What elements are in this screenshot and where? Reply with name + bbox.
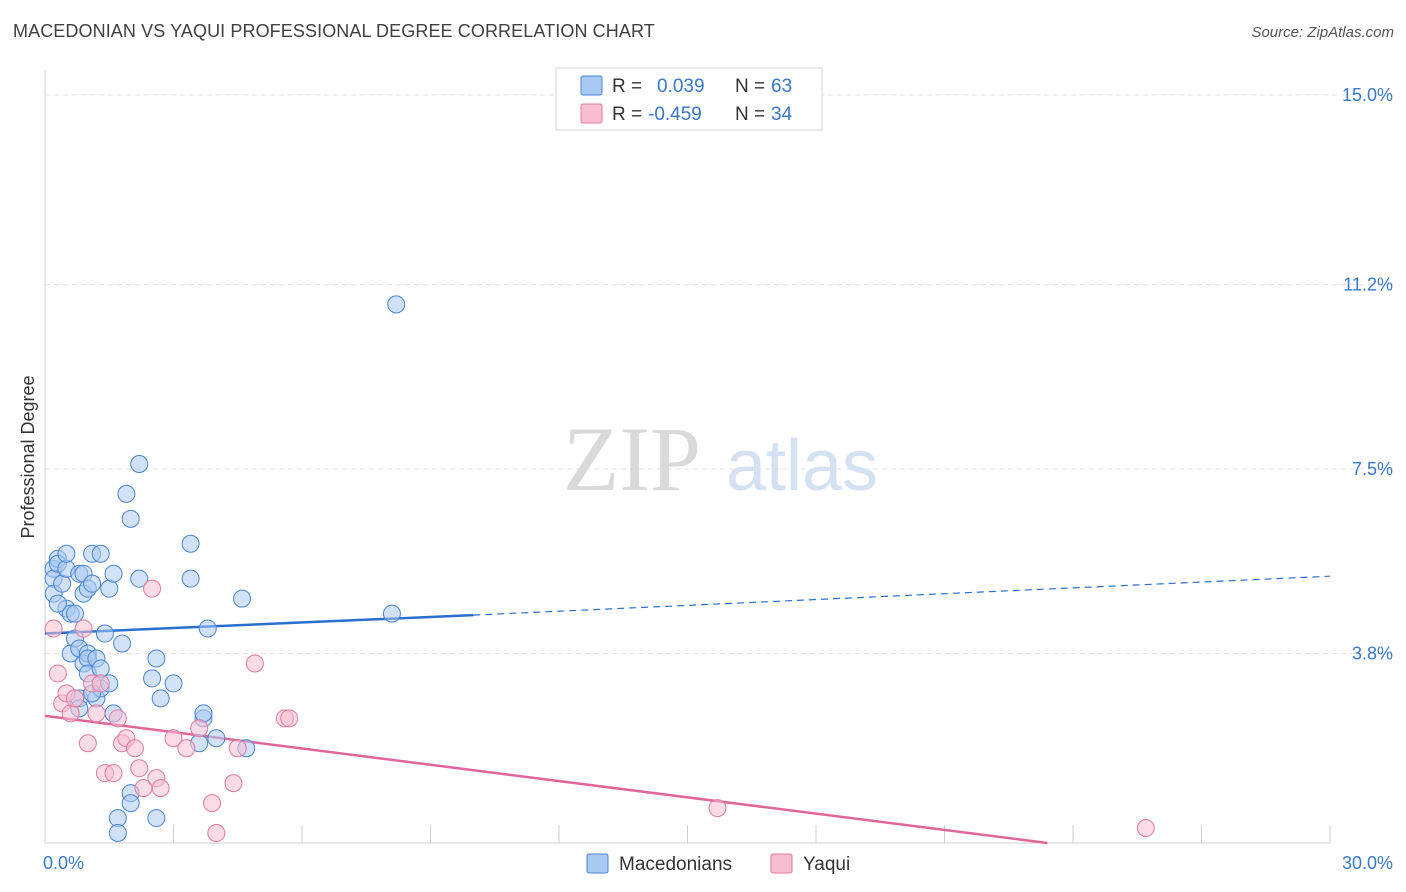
point-macedonians-57 [233, 589, 252, 608]
watermark-atlas: atlas [726, 426, 878, 506]
point-yaqui-31 [708, 799, 727, 818]
point-yaqui-30 [280, 709, 299, 728]
point-yaqui-25 [207, 824, 226, 843]
bottom-legend-macedonians: Macedonians [619, 854, 732, 875]
watermark-zip: ZIP [563, 408, 701, 510]
point-macedonians-44 [130, 454, 149, 473]
y-tick-label-0: 3.8% [1352, 643, 1393, 663]
y-tick-label-1: 7.5% [1352, 459, 1393, 479]
x-tick-label-1: 30.0% [1342, 853, 1393, 873]
legend-n-label-1: N = [735, 76, 765, 97]
point-yaqui-24 [203, 794, 222, 813]
point-yaqui-11 [104, 764, 123, 783]
point-yaqui-28 [245, 654, 264, 673]
legend-n-value-2: 34 [771, 104, 793, 125]
legend-r-value-1: 0.039 [657, 76, 705, 97]
watermark: ZIP atlas [563, 408, 878, 510]
point-macedonians-13 [65, 604, 84, 623]
point-macedonians-40 [117, 484, 136, 503]
tick-labels: 3.8% 7.5% 11.2% 15.0% 0.0% 30.0% [43, 85, 1393, 873]
trendlines [44, 575, 1331, 845]
point-macedonians-45 [130, 569, 149, 588]
point-macedonians-55 [198, 619, 217, 638]
point-yaqui-9 [87, 704, 106, 723]
point-macedonians-41 [121, 509, 140, 528]
legend-swatch-macedonians [580, 75, 603, 96]
bottom-swatch-macedonians [586, 853, 609, 874]
point-macedonians-61 [194, 704, 213, 723]
bottom-legend-yaqui: Yaqui [803, 854, 850, 875]
legend-n-label-2: N = [735, 104, 765, 125]
point-yaqui-18 [143, 579, 162, 598]
point-macedonians-25 [83, 574, 102, 593]
point-macedonians-48 [147, 809, 166, 828]
point-macedonians-37 [108, 809, 127, 828]
point-macedonians-31 [91, 544, 110, 563]
point-yaqui-5 [65, 689, 84, 708]
point-macedonians-46 [143, 669, 162, 688]
point-macedonians-43 [121, 794, 140, 813]
data-points [44, 295, 1155, 843]
point-yaqui-16 [130, 759, 149, 778]
axes [44, 70, 1331, 844]
point-yaqui-23 [190, 719, 209, 738]
gridlines [45, 94, 1392, 654]
y-tick-label-3: 15.0% [1342, 85, 1393, 105]
series-legend: Macedonians Yaqui [586, 853, 850, 875]
point-yaqui-22 [177, 739, 196, 758]
point-yaqui-4 [61, 704, 80, 723]
legend-n-value-1: 63 [771, 76, 792, 97]
point-macedonians-32 [95, 624, 114, 643]
y-tick-label-2: 11.2% [1343, 274, 1393, 294]
legend-r-label-2: R = [612, 104, 642, 125]
correlation-legend: R = 0.039 N = 63 R = -0.459 N = 34 [555, 67, 823, 131]
point-yaqui-1 [48, 664, 67, 683]
point-macedonians-39 [113, 634, 132, 653]
point-yaqui-15 [125, 739, 144, 758]
point-macedonians-56 [207, 729, 226, 748]
point-yaqui-33 [91, 674, 110, 693]
point-macedonians-33 [100, 579, 119, 598]
point-macedonians-51 [181, 569, 200, 588]
point-macedonians-60 [382, 604, 401, 623]
point-yaqui-6 [74, 619, 93, 638]
legend-swatch-yaqui [580, 103, 603, 124]
point-macedonians-50 [164, 674, 183, 693]
point-yaqui-26 [224, 774, 243, 793]
point-macedonians-38 [108, 824, 127, 843]
chart-title: MACEDONIAN VS YAQUI PROFESSIONAL DEGREE … [13, 21, 655, 41]
source-label: Source: ZipAtlas.com [1251, 24, 1394, 41]
trendline-macedonians-extension [473, 575, 1331, 616]
legend-r-label-1: R = [612, 76, 642, 97]
point-macedonians-59 [387, 295, 406, 314]
point-macedonians-10 [48, 594, 67, 613]
point-macedonians-5 [53, 574, 72, 593]
point-macedonians-7 [57, 544, 76, 563]
point-yaqui-0 [44, 619, 63, 638]
point-yaqui-32 [1136, 819, 1155, 838]
x-tick-label-0: 0.0% [43, 853, 84, 873]
point-macedonians-35 [104, 564, 123, 583]
trendline-macedonians [44, 613, 474, 635]
point-yaqui-21 [164, 729, 183, 748]
bottom-swatch-yaqui [770, 853, 793, 874]
point-yaqui-27 [228, 739, 247, 758]
y-axis-label: Professional Degree [18, 375, 38, 538]
point-macedonians-52 [181, 534, 200, 553]
point-yaqui-12 [108, 709, 127, 728]
point-macedonians-49 [151, 689, 170, 708]
point-yaqui-20 [151, 779, 170, 798]
point-macedonians-47 [147, 649, 166, 668]
point-macedonians-30 [91, 659, 110, 678]
legend-r-value-2: -0.459 [648, 104, 702, 125]
point-yaqui-7 [78, 734, 97, 753]
